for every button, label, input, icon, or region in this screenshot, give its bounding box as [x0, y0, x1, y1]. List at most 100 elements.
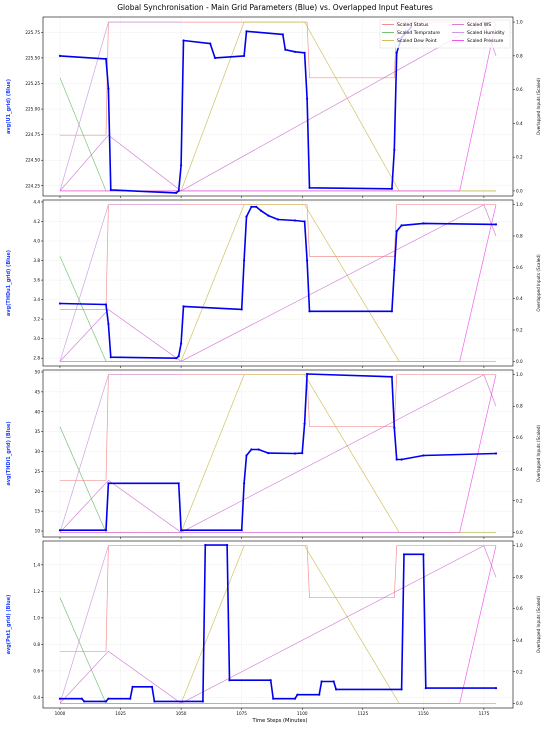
x-tick-label: 1175 — [479, 711, 490, 716]
main-series-point — [243, 54, 246, 58]
main-series-point — [177, 355, 180, 358]
main-series-point — [296, 693, 299, 696]
main-series-point — [180, 529, 183, 532]
x-tick-label: 1125 — [357, 711, 368, 716]
x-tick-label: 1000 — [55, 711, 66, 716]
main-series-point — [308, 310, 311, 313]
x-tick-label: 1050 — [176, 711, 187, 716]
x-tick-label: 1150 — [418, 711, 429, 716]
main-series-point — [153, 700, 156, 703]
overlay-line-1 — [60, 545, 496, 652]
legend-box — [379, 19, 511, 49]
right-axis-label: Overlapped Inputs (Scaled) — [536, 78, 541, 136]
main-series-point — [303, 422, 306, 425]
y-tick-label: 25 — [35, 469, 41, 474]
main-series-point — [180, 342, 183, 345]
main-series-point — [243, 259, 246, 262]
y-tick-label: 1.2 — [33, 589, 40, 594]
right-tick-label: 0.6 — [516, 265, 523, 270]
panels: 224.25 224.50 224.75 225.00 225.25 225.50 225.… — [6, 16, 541, 716]
y-axis-label: avg(THDi1_grid) (Blue) — [6, 421, 12, 485]
main-series-point — [306, 259, 309, 262]
main-series-point — [494, 452, 498, 455]
right-tick-label: 1.0 — [516, 202, 523, 207]
overlay-line-1 — [60, 374, 496, 481]
right-tick-label: 0.6 — [516, 87, 523, 92]
y-tick-label: 225.75 — [25, 30, 40, 35]
main-series-point — [395, 458, 398, 461]
y-tick-label: 30 — [35, 449, 41, 454]
x-tick-label: 1100 — [297, 711, 308, 716]
main-series-point — [332, 680, 335, 683]
overlay-line-6 — [60, 545, 497, 704]
y-tick-label: 10 — [35, 529, 41, 534]
y-tick-label: 225.00 — [25, 107, 40, 112]
x-tick-label: 1075 — [236, 711, 247, 716]
y-tick-label: 224.50 — [25, 158, 40, 163]
y-axis-label: avg(THDu1_grid) (Blue) — [6, 250, 12, 316]
right-tick-label: 0.8 — [516, 53, 523, 58]
right-tick-label: 0.0 — [516, 188, 523, 193]
main-series-point — [393, 426, 396, 429]
main-series-point — [201, 700, 204, 703]
y-axis-label: avg(Pst1_grid) (Blue) — [6, 595, 12, 655]
main-series-point — [104, 57, 108, 61]
main-series-point — [250, 448, 253, 451]
main-series-point — [267, 452, 270, 455]
main-series-point — [308, 186, 311, 189]
main-series-point — [107, 322, 110, 326]
main-series-point — [58, 529, 62, 532]
main-series-point — [293, 697, 297, 700]
right-tick-label: 0.2 — [516, 327, 523, 332]
y-tick-label: 3.0 — [33, 336, 40, 341]
main-series-point — [109, 356, 112, 359]
right-tick-label: 1.0 — [516, 543, 523, 548]
main-series-point — [58, 697, 62, 700]
x-axis-label: Time Steps (Minutes) — [252, 718, 308, 724]
right-tick-label: 0.6 — [516, 435, 523, 440]
y-tick-label: 1.0 — [33, 615, 40, 620]
main-series-point — [243, 482, 246, 485]
y-tick-label: 45 — [35, 389, 41, 394]
main-series-point — [393, 148, 396, 152]
y-tick-label: 2.8 — [33, 356, 40, 361]
y-tick-label: 4.2 — [33, 219, 40, 224]
right-tick-label: 0.0 — [516, 359, 523, 364]
x-tick-label: 1025 — [115, 711, 126, 716]
y-tick-label: 3.4 — [33, 297, 40, 302]
plot-area — [43, 200, 513, 366]
y-tick-label: 0.6 — [33, 668, 40, 673]
y-tick-label: 4.0 — [33, 239, 40, 244]
right-tick-label: 0.0 — [516, 701, 523, 706]
main-series-point — [281, 33, 284, 36]
main-series-point — [306, 372, 309, 376]
main-series-point — [293, 50, 297, 53]
main-series-point — [107, 87, 110, 90]
overlay-line-6 — [60, 374, 497, 533]
main-series-point — [393, 269, 396, 272]
y-tick-label: 15 — [35, 509, 41, 514]
y-tick-label: 225.50 — [25, 55, 40, 60]
right-tick-label: 0.2 — [516, 669, 523, 674]
main-series-point — [400, 458, 403, 461]
main-series-point — [284, 48, 287, 51]
main-series-point — [107, 482, 110, 485]
y-tick-label: 3.2 — [33, 317, 40, 322]
main-series-point — [390, 375, 393, 378]
main-series-point — [177, 482, 180, 485]
y-tick-label: 1.4 — [33, 562, 40, 567]
right-tick-label: 0.8 — [516, 404, 523, 409]
main-series-point — [306, 97, 309, 100]
y-tick-label: 3.8 — [33, 258, 40, 263]
right-tick-label: 0.4 — [516, 638, 523, 643]
main-series-point — [269, 679, 272, 682]
plot-frame — [42, 369, 514, 538]
main-series-point — [494, 223, 498, 226]
main-series-point — [335, 688, 338, 691]
main-series-point — [422, 553, 425, 556]
y-tick-label: 50 — [35, 369, 41, 374]
y-axis-label: avg(U1_grid) (Blue) — [6, 79, 12, 134]
right-tick-label: 0.4 — [516, 121, 523, 126]
main-series-point — [259, 209, 263, 212]
